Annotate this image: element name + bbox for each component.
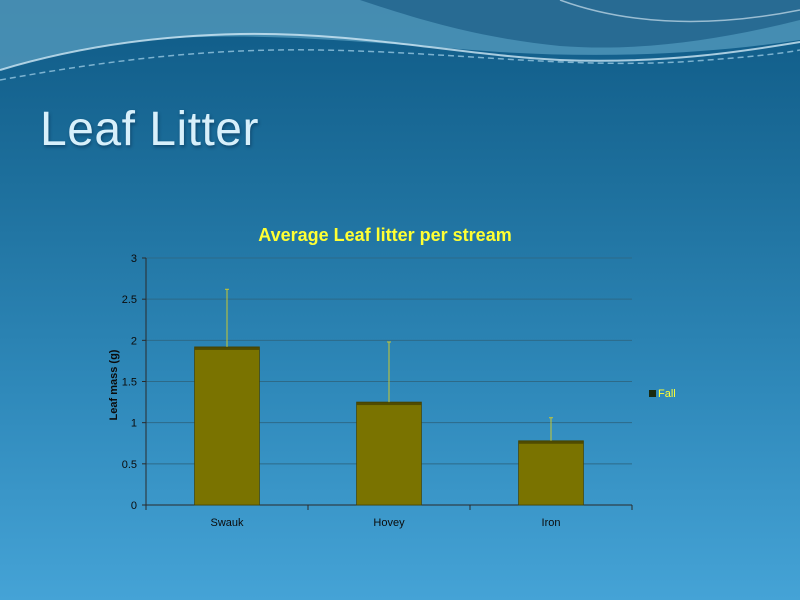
legend-swatch-fall (649, 390, 656, 397)
slide-title: Leaf Litter (40, 103, 259, 156)
y-tick-label: 1.5 (122, 377, 137, 389)
x-tick-label: Swauk (210, 517, 244, 529)
error-bars (225, 288, 553, 441)
y-tick-label: 2 (131, 335, 137, 347)
x-tick-labels: Swauk Hovey Iron (145, 505, 633, 529)
y-tick-label: 1 (131, 418, 137, 430)
y-tick-label: 0 (131, 500, 137, 512)
chart-title: Average Leaf litter per stream (258, 225, 511, 245)
bar-top-shade (518, 440, 584, 444)
bar-top-shade (356, 402, 422, 406)
bar-top-shade (194, 346, 260, 350)
y-tick-label: 0.5 (122, 459, 137, 471)
x-tick-label: Hovey (373, 517, 405, 529)
x-tick-label: Iron (542, 517, 561, 529)
y-axis-title: Leaf mass (g) (108, 349, 120, 420)
bar-hovey (356, 401, 422, 506)
y-tick-labels: 0 0.5 1 1.5 2 2.5 3 (122, 253, 146, 512)
bars (194, 346, 584, 506)
bar-swauk (194, 346, 260, 506)
y-tick-label: 2.5 (122, 294, 137, 306)
legend-label-fall: Fall (658, 388, 676, 400)
legend: Fall (649, 388, 676, 400)
bar-iron (518, 440, 584, 506)
y-tick-label: 3 (131, 253, 137, 265)
decorative-wave-header (0, 0, 800, 81)
